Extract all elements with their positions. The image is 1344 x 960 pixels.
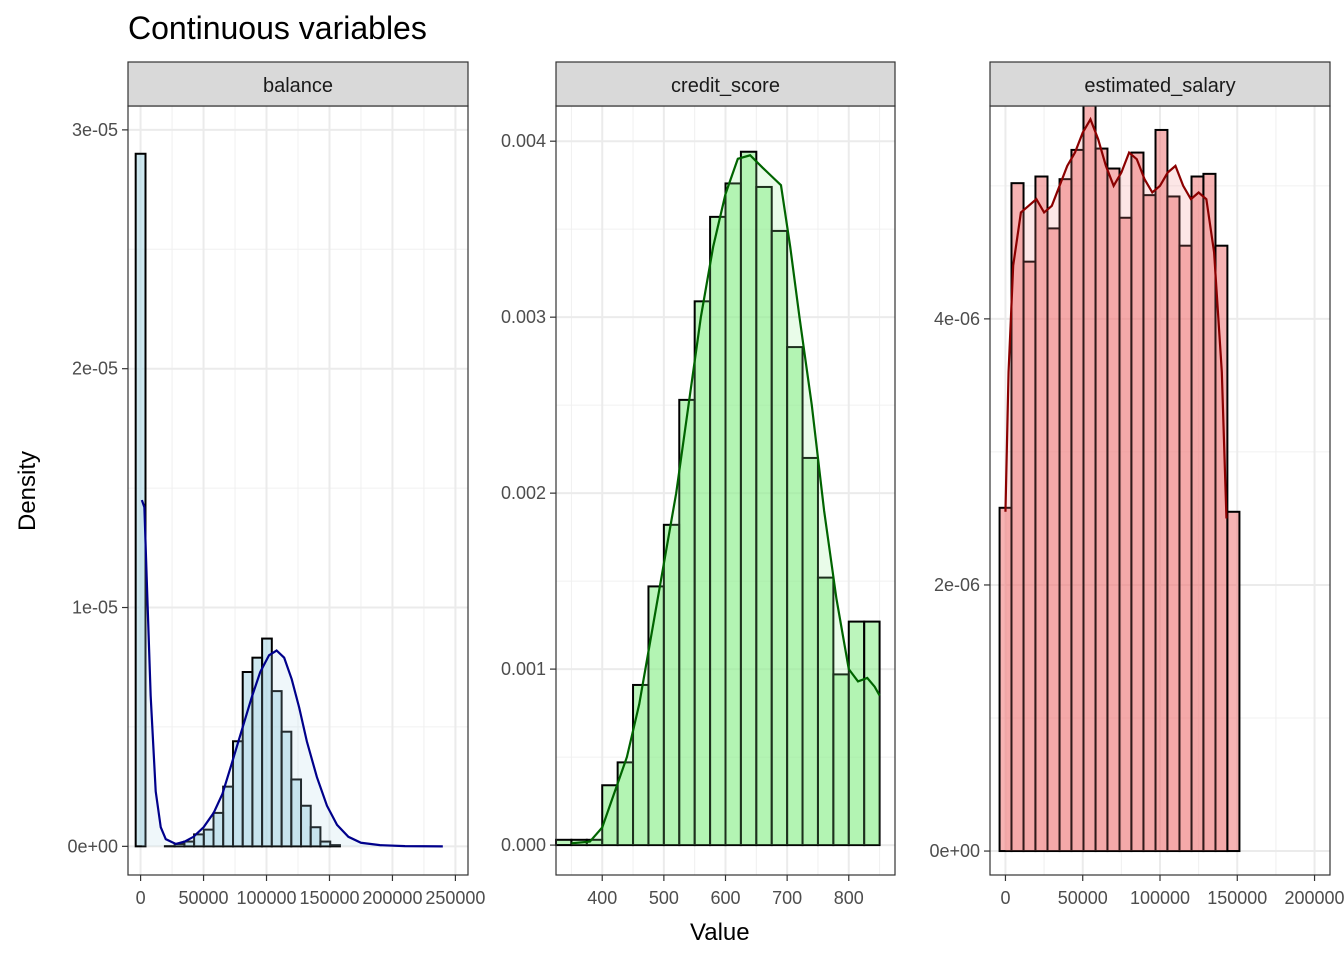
density-curve <box>140 499 443 848</box>
histogram-bar <box>309 826 322 848</box>
x-tick-label: 200000 <box>1285 888 1344 908</box>
x-tick-label: 800 <box>834 888 864 908</box>
x-tick-label: 150000 <box>1207 888 1267 908</box>
y-tick-label: 0.003 <box>501 307 546 327</box>
x-tick-label: 700 <box>772 888 802 908</box>
x-tick-label: 100000 <box>236 888 296 908</box>
x-tick-label: 500 <box>649 888 679 908</box>
y-tick-label: 0e+00 <box>67 836 118 856</box>
facet-strip-label: estimated_salary <box>1084 75 1235 97</box>
y-tick-label: 2e-06 <box>934 575 980 595</box>
histogram-bar <box>300 804 312 848</box>
histogram-bars <box>134 152 341 848</box>
y-tick-label: 4e-06 <box>934 309 980 329</box>
histogram-bars <box>555 150 881 847</box>
y-tick-label: 0.000 <box>501 835 546 855</box>
y-tick-label: 3e-05 <box>72 120 118 140</box>
x-tick-label: 600 <box>710 888 740 908</box>
x-tick-label: 200000 <box>362 888 422 908</box>
minor-gridlines <box>128 106 468 875</box>
y-tick-label: 0.002 <box>501 483 546 503</box>
density-area <box>141 500 443 847</box>
histogram-bar <box>329 844 341 848</box>
x-tick-label: 100000 <box>1130 888 1190 908</box>
facet-credit_score: credit_score 0.000 0.001 0.002 0.003 0.004 400… <box>501 61 896 908</box>
y-tick-label: 1e-05 <box>72 598 118 618</box>
density-area <box>571 155 880 846</box>
y-tick-label: 2e-05 <box>72 359 118 379</box>
x-tick-label: 400 <box>587 888 617 908</box>
x-axis-title: Value <box>690 919 750 946</box>
histogram-bar <box>1226 510 1241 853</box>
x-tick-label: 150000 <box>299 888 359 908</box>
y-axis-title: Density <box>14 451 41 531</box>
density-curve <box>1004 116 1228 519</box>
plot-title: Continuous variables <box>128 10 427 46</box>
facet-strip <box>555 61 896 107</box>
x-tick-label: 250000 <box>425 888 485 908</box>
facet-strip <box>127 61 469 107</box>
x-tick-label: 0 <box>1000 888 1010 908</box>
facet-estimated_salary: estimated_salary 0e+00 2e-06 4e-06 0 50000 100… <box>929 61 1344 908</box>
density-area <box>1005 119 1227 852</box>
x-tick-label: 0 <box>136 888 146 908</box>
facet-strip-label: balance <box>263 75 333 97</box>
x-tick-label: 50000 <box>179 888 229 908</box>
density-curve <box>571 154 881 845</box>
facet-strip-label: credit_score <box>671 75 780 97</box>
x-tick-label: 50000 <box>1058 888 1108 908</box>
histogram-bar <box>134 152 147 848</box>
facet-balance: balance 0e+00 1e-05 2e-05 3e-05 0 50000 100000 1… <box>67 61 485 908</box>
histogram-bars <box>998 98 1241 853</box>
histogram-bar <box>555 838 573 847</box>
y-tick-label: 0.001 <box>501 659 546 679</box>
facet-strip <box>989 61 1331 107</box>
y-tick-label: 0.004 <box>501 131 546 151</box>
histogram-bar <box>319 840 332 848</box>
y-tick-label: 0e+00 <box>929 841 980 861</box>
